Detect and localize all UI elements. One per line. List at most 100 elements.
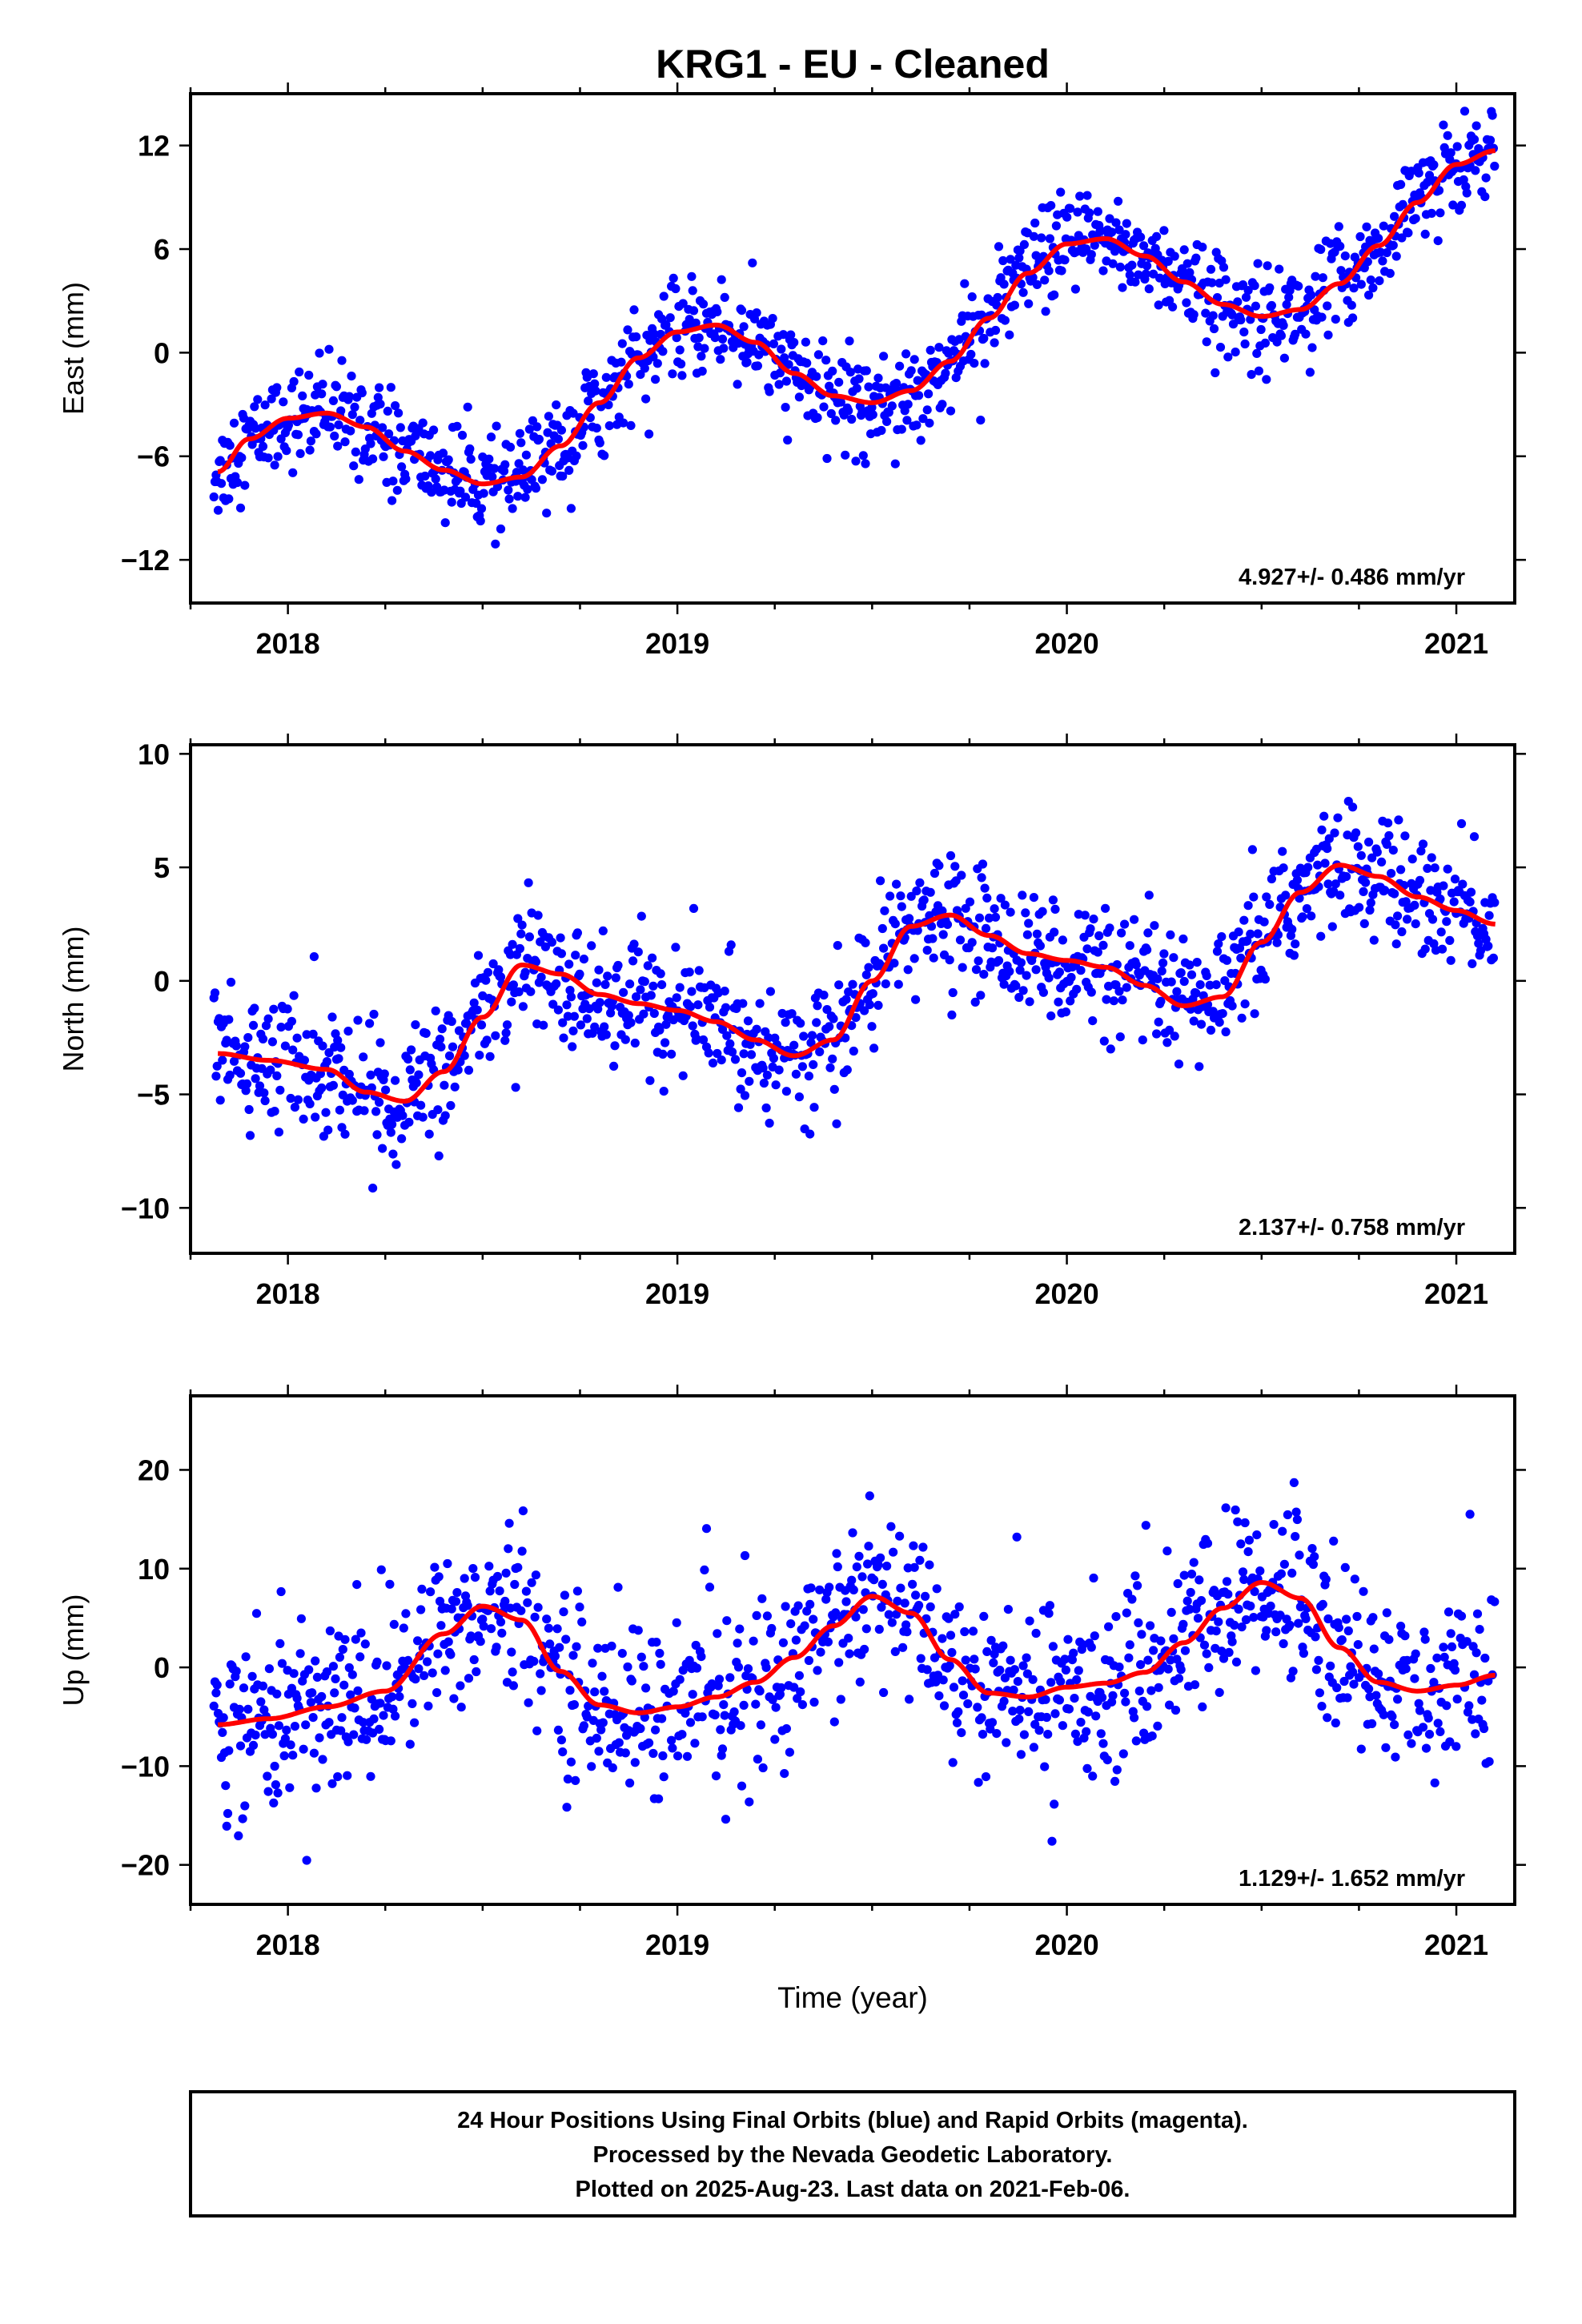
data-point <box>225 1070 235 1080</box>
data-point <box>1056 1677 1066 1687</box>
data-point <box>1379 1710 1388 1719</box>
north-y-tick-label: −10 <box>121 1192 170 1224</box>
data-point <box>1159 949 1169 959</box>
data-point <box>661 1019 671 1029</box>
data-point <box>864 1542 873 1551</box>
data-point <box>1118 1749 1128 1759</box>
up-rate-label: 1.129+/- 1.652 mm/yr <box>1239 1866 1465 1892</box>
data-point <box>849 1046 858 1056</box>
data-point <box>785 1747 795 1757</box>
data-point <box>668 1743 677 1753</box>
data-point <box>1382 1608 1391 1618</box>
data-point <box>263 1014 273 1023</box>
data-point <box>1070 284 1080 294</box>
data-point <box>714 1675 725 1684</box>
data-point <box>225 1679 235 1689</box>
data-point <box>391 401 400 411</box>
data-point <box>995 1665 1005 1675</box>
data-point <box>466 454 476 464</box>
data-point <box>1475 1625 1484 1634</box>
data-point <box>229 1056 239 1066</box>
data-point <box>1211 1626 1221 1636</box>
data-point <box>922 1665 932 1675</box>
data-point <box>655 1648 665 1659</box>
data-point <box>926 345 935 355</box>
data-point <box>292 1694 302 1703</box>
data-point <box>1363 257 1372 267</box>
data-point <box>957 1728 966 1738</box>
data-point <box>1082 1763 1092 1773</box>
data-point <box>401 1609 411 1618</box>
data-point <box>841 995 851 1004</box>
data-point <box>675 345 685 355</box>
data-point <box>793 1601 803 1610</box>
data-point <box>671 283 681 294</box>
data-point <box>896 891 905 901</box>
data-point <box>504 494 514 504</box>
data-point <box>1060 1655 1070 1664</box>
data-point <box>786 1619 796 1629</box>
data-point <box>218 1727 227 1737</box>
data-point <box>1201 308 1211 318</box>
data-point <box>1018 287 1028 297</box>
data-point <box>643 961 652 971</box>
data-point <box>1237 1013 1247 1023</box>
data-point <box>990 1649 999 1659</box>
data-point <box>609 1061 619 1071</box>
data-point <box>919 895 929 905</box>
data-point <box>1439 881 1448 891</box>
data-point <box>1109 996 1118 1006</box>
data-point <box>340 1634 350 1644</box>
data-point <box>1003 1605 1013 1614</box>
data-point <box>1030 218 1040 228</box>
data-point <box>1215 1687 1224 1697</box>
data-point <box>274 1128 283 1137</box>
data-point <box>1142 261 1152 271</box>
data-point <box>1118 995 1127 1005</box>
data-point <box>654 1794 664 1803</box>
data-point <box>211 1688 221 1698</box>
data-point <box>575 969 584 979</box>
data-point <box>979 333 989 344</box>
data-point <box>475 1051 484 1060</box>
east-x-tick-label: 2019 <box>645 627 709 660</box>
data-point <box>478 1614 488 1624</box>
data-point <box>1414 168 1423 178</box>
data-point <box>745 1797 754 1807</box>
data-point <box>346 426 355 436</box>
data-point <box>492 1571 503 1582</box>
data-point <box>226 977 236 987</box>
data-point <box>1209 324 1219 334</box>
data-point <box>644 1738 654 1747</box>
data-point <box>1195 1575 1204 1585</box>
data-point <box>1329 1536 1339 1546</box>
data-point <box>1070 1729 1080 1739</box>
data-point <box>617 339 627 348</box>
data-point <box>778 1638 789 1647</box>
data-point <box>309 1748 319 1758</box>
data-point <box>813 1666 822 1675</box>
data-point <box>558 472 568 481</box>
data-point <box>1015 965 1025 975</box>
data-point <box>895 361 905 371</box>
data-point <box>1439 120 1448 130</box>
data-point <box>1313 860 1323 870</box>
data-point <box>1484 911 1494 920</box>
data-point <box>259 1088 269 1098</box>
data-point <box>1029 231 1038 241</box>
data-point <box>1241 1615 1251 1625</box>
data-point <box>304 370 314 380</box>
data-point <box>333 441 343 451</box>
data-point <box>625 979 635 989</box>
data-point <box>1320 858 1330 868</box>
data-point <box>876 1553 885 1562</box>
data-point <box>1050 1709 1060 1719</box>
data-point <box>1254 366 1263 376</box>
data-point <box>428 1668 437 1678</box>
data-point <box>241 1652 251 1662</box>
data-point <box>641 394 651 404</box>
data-point <box>382 1661 391 1671</box>
data-point <box>1418 1723 1428 1732</box>
data-point <box>338 1645 347 1655</box>
